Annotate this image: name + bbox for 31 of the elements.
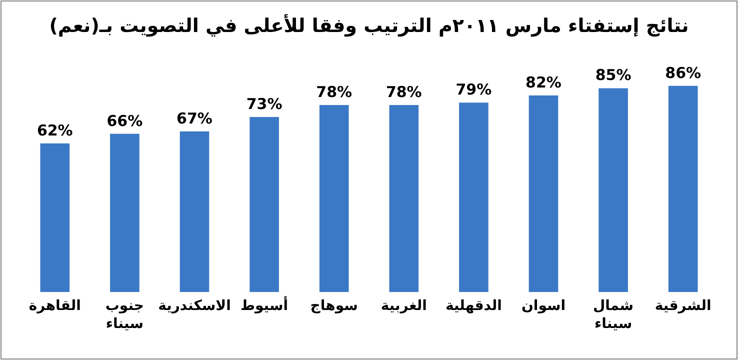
data-label: 78% (386, 83, 422, 102)
x-tick-label: الاسكندرية (158, 298, 231, 314)
bar (110, 134, 140, 292)
x-tick-label: الدقهلية (445, 298, 502, 314)
x-tick-label: اسوان (521, 298, 566, 314)
data-label: 85% (595, 66, 632, 84)
data-label: 86% (665, 64, 702, 82)
data-label: 73% (246, 95, 282, 114)
bar (319, 105, 349, 292)
x-tick-label: شمال سيناء (593, 298, 634, 332)
bar (668, 86, 698, 292)
bar (528, 95, 558, 292)
data-label: 82% (526, 73, 562, 92)
x-tick-label: الشرقية (654, 298, 712, 314)
bar (459, 102, 488, 292)
x-tick-label: أسيوط (240, 296, 288, 314)
x-tick-label: جنوب سيناء (105, 298, 144, 332)
x-tick-label: الغربية (380, 298, 427, 314)
chart-title: نتائج إستفتاء مارس ٢٠١١م الترتيب وفقا للأعلى في التصويت بـ(نعم) (49, 14, 689, 37)
data-label: 78% (316, 83, 352, 102)
bar (598, 88, 628, 292)
data-label: 62% (36, 121, 73, 140)
data-label: 67% (176, 109, 212, 128)
bar (389, 105, 419, 292)
x-tick-label: القاهرة (28, 298, 81, 314)
data-label: 79% (456, 80, 492, 99)
bar (180, 131, 210, 292)
x-tick-label: سوهاج (310, 298, 358, 314)
bar (250, 117, 279, 292)
bar (40, 143, 70, 292)
data-label: 66% (106, 112, 143, 130)
